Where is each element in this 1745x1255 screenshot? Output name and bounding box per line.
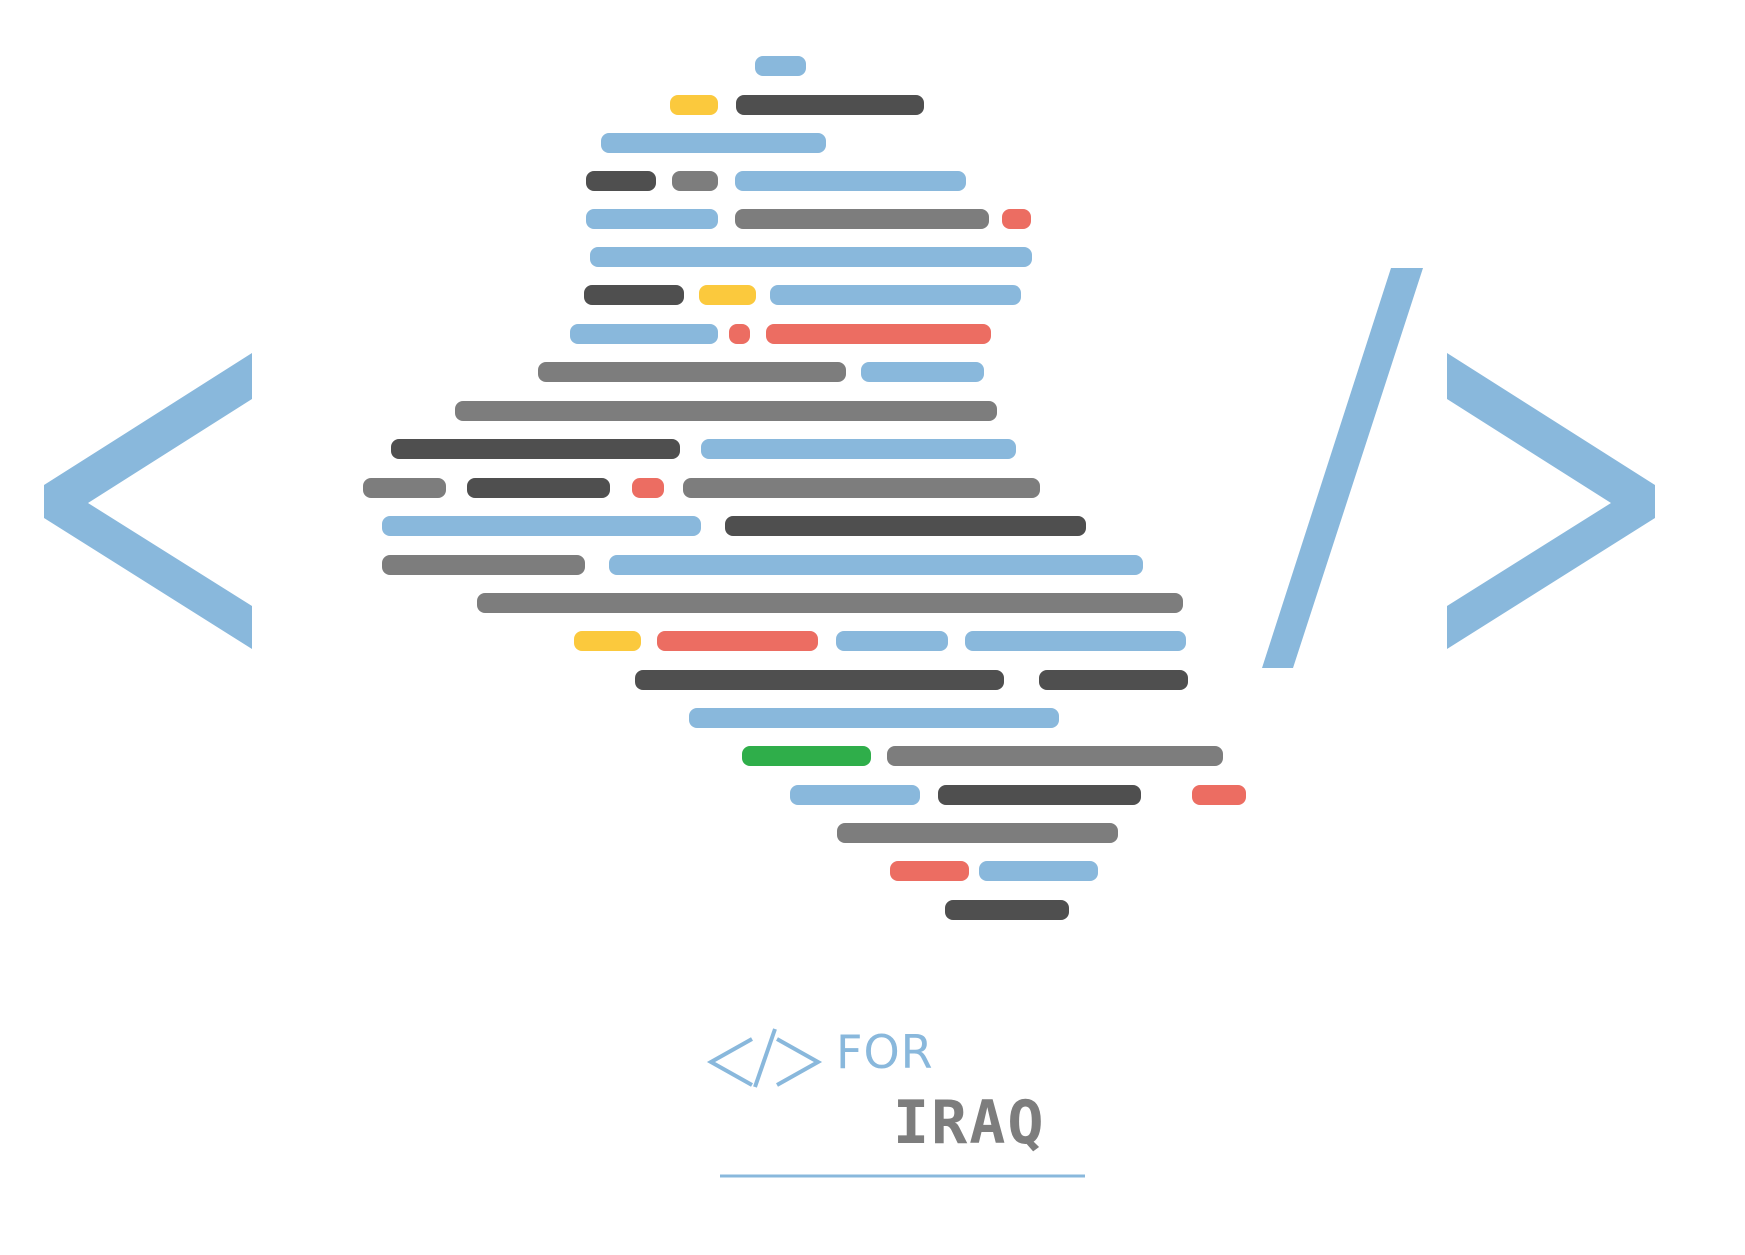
forward-slash-icon [1262,268,1423,668]
left-angle-bracket-icon [44,353,252,649]
code-line-bar [1002,209,1031,229]
code-line-bar [635,670,1004,690]
code-line-bar [790,785,920,805]
code-line-bar [391,439,680,459]
code-line-bar [584,285,684,305]
code-line-bar [590,247,1032,267]
code-line-bar [890,861,969,881]
right-angle-bracket-icon [1447,353,1655,649]
code-line-bar [742,746,871,766]
code-line-bar [699,285,756,305]
code-line-bar [766,324,991,344]
code-line-bar [979,861,1098,881]
wordmark-for: FOR [836,1025,934,1079]
code-line-bar [382,516,701,536]
wordmark-iraq: IRAQ [893,1088,1046,1158]
code-line-bar [755,56,806,76]
code-line-bar [672,171,718,191]
code-line-bar [689,708,1059,728]
code-line-bar [1039,670,1188,690]
code-line-bar [609,555,1143,575]
code-line-bar [965,631,1186,651]
code-line-bar [570,324,718,344]
code-line-bar [861,362,984,382]
code-line-bar [735,171,966,191]
code-line-bar [477,593,1183,613]
code-line-bar [670,95,718,115]
code-line-bar [363,478,446,498]
code-line-bar [586,209,718,229]
code-line-bar [945,900,1069,920]
code-line-bar [574,631,641,651]
code-line-bar [586,171,656,191]
small-code-brackets-icon [706,1028,823,1088]
code-line-bar [538,362,846,382]
code-line-bar [836,631,948,651]
code-line-bar [601,133,826,153]
code-line-bar [467,478,610,498]
iraq-map-code-lines-icon [363,56,1246,920]
code-line-bar [455,401,997,421]
code-line-bar [1192,785,1246,805]
code-line-bar [736,95,924,115]
code-line-bar [837,823,1118,843]
code-line-bar [938,785,1141,805]
code-line-bar [887,746,1223,766]
code-line-bar [657,631,818,651]
code-line-bar [725,516,1086,536]
code-line-bar [701,439,1016,459]
code-line-bar [632,478,664,498]
code-line-bar [770,285,1021,305]
code-line-bar [683,478,1040,498]
code-line-bar [382,555,585,575]
code-line-bar [729,324,750,344]
code-line-bar [735,209,989,229]
